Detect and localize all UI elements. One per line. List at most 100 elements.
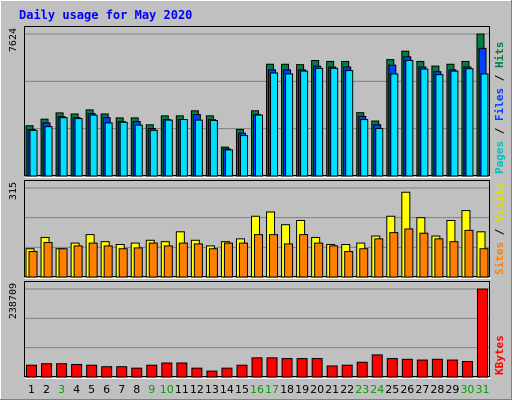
bar-visits-sites-day-5 [88,242,98,278]
bar-visits-sites-day-14 [223,242,233,278]
bar-kbytes-kbytes-day-31 [476,288,488,378]
day-label-18: 18 [280,383,294,396]
day-label-3: 3 [58,383,65,396]
ymax-label-visits: 315 [8,182,19,200]
side-legend-kbytes-part-0: KBytes [493,335,506,375]
bar-visits-sites-day-13 [208,248,218,278]
bar-kbytes-kbytes-day-30 [461,361,473,378]
day-label-27: 27 [415,383,429,396]
bar-kbytes-kbytes-day-20 [311,358,323,378]
bar-visits-sites-day-23 [359,248,369,278]
bar-kbytes-kbytes-day-27 [416,359,428,378]
bar-kbytes-kbytes-day-13 [206,370,218,378]
day-label-16: 16 [250,383,264,396]
side-legend-visits: Sites / Visits [493,182,506,275]
bar-visits-sites-day-27 [419,232,429,278]
bar-kbytes-kbytes-day-29 [446,359,458,378]
bar-kbytes-kbytes-day-15 [236,364,248,378]
bar-kbytes-kbytes-day-24 [371,354,383,378]
day-label-26: 26 [400,383,414,396]
bar-visits-sites-day-7 [118,248,128,278]
bar-hits-pages-day-28 [435,74,444,177]
bar-kbytes-kbytes-day-10 [161,362,173,378]
day-label-13: 13 [205,383,219,396]
bar-hits-pages-day-13 [209,119,218,177]
bar-hits-pages-day-3 [59,117,68,177]
bar-kbytes-kbytes-day-6 [101,366,113,378]
bar-visits-sites-day-10 [163,245,173,278]
bar-visits-sites-day-15 [238,242,248,278]
bar-visits-sites-day-9 [148,242,158,278]
bar-kbytes-kbytes-day-2 [41,363,53,378]
bar-visits-sites-day-11 [178,242,188,278]
bar-visits-sites-day-3 [58,248,68,278]
bar-kbytes-kbytes-day-11 [176,362,188,378]
bar-visits-sites-day-29 [449,241,459,278]
side-legend-kbytes: KBytes [493,335,506,375]
bar-visits-sites-day-26 [404,228,414,278]
bar-hits-pages-day-18 [285,73,294,177]
day-label-6: 6 [103,383,110,396]
bar-visits-sites-day-28 [434,238,444,278]
ymax-label-hits: 7624 [8,28,19,52]
bar-kbytes-kbytes-day-1 [26,364,38,378]
bar-visits-sites-day-24 [374,238,384,278]
bar-hits-pages-day-1 [29,129,38,177]
bar-hits-pages-day-4 [74,118,83,177]
day-label-31: 31 [475,383,489,396]
day-label-23: 23 [355,383,369,396]
day-label-5: 5 [88,383,95,396]
bar-visits-sites-day-18 [284,243,294,278]
ymax-label-kbytes: 238709 [8,283,19,319]
bar-kbytes-kbytes-day-23 [356,361,368,378]
bar-hits-pages-day-8 [134,124,143,177]
bar-hits-pages-day-17 [270,72,279,177]
bar-kbytes-kbytes-day-19 [296,358,308,378]
bar-visits-sites-day-1 [28,251,38,278]
side-legend-hits-part-1: / [493,121,506,141]
bar-visits-sites-day-16 [254,234,263,278]
bar-visits-sites-day-22 [344,251,354,278]
bar-hits-pages-day-10 [164,119,173,177]
bar-hits-pages-day-22 [345,70,354,177]
bar-kbytes-kbytes-day-8 [131,367,143,378]
bar-hits-pages-day-21 [330,67,339,177]
bar-hits-pages-day-24 [375,128,384,177]
bar-hits-pages-day-27 [420,68,429,177]
side-legend-hits: Pages / Files / Hits [493,42,506,175]
bar-hits-pages-day-19 [300,70,309,177]
bar-visits-sites-day-25 [389,232,399,278]
day-label-7: 7 [118,383,125,396]
day-label-1: 1 [28,383,35,396]
bar-hits-pages-day-31 [480,73,489,177]
day-label-30: 30 [460,383,474,396]
bar-hits-pages-day-14 [224,149,233,177]
day-label-4: 4 [73,383,80,396]
bar-kbytes-kbytes-day-14 [221,367,233,378]
bar-hits-pages-day-5 [89,114,98,177]
side-legend-visits-part-1: / [493,222,506,242]
day-label-14: 14 [220,383,234,396]
day-label-24: 24 [370,383,384,396]
bar-visits-sites-day-8 [133,247,143,278]
bar-visits-sites-day-6 [103,245,113,278]
bar-hits-pages-day-23 [360,119,369,177]
bar-hits-pages-day-16 [255,114,263,177]
day-label-11: 11 [175,383,189,396]
bar-hits-pages-day-12 [194,119,203,177]
day-label-22: 22 [340,383,354,396]
bar-hits-pages-day-11 [179,119,188,177]
day-label-15: 15 [235,383,249,396]
day-label-21: 21 [325,383,339,396]
bar-kbytes-kbytes-day-4 [71,363,83,378]
bar-hits-pages-day-2 [44,126,53,177]
bar-hits-pages-day-7 [119,121,128,177]
bar-visits-sites-day-30 [464,229,474,278]
bar-hits-pages-day-29 [450,70,459,177]
bar-kbytes-kbytes-day-3 [56,363,68,378]
bar-kbytes-kbytes-day-16 [251,357,263,378]
side-legend-hits-part-4: Hits [493,42,506,69]
day-label-12: 12 [190,383,204,396]
